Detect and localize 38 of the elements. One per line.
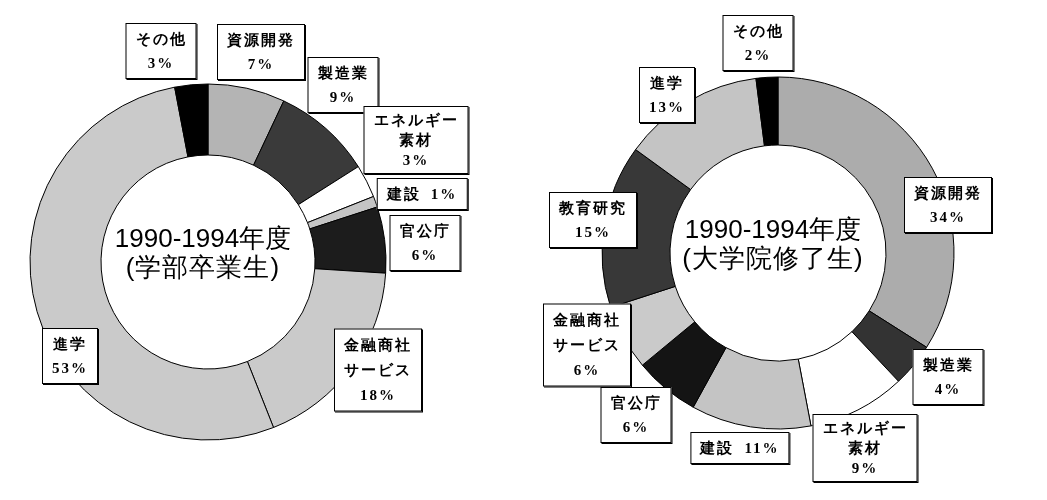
slice-label: 金融商社サービス: [344, 335, 412, 380]
text: 1990-1994年度: [114, 223, 292, 253]
data-label: 15%: [574, 223, 612, 242]
data-label: 6%: [621, 418, 651, 437]
slice-label: 製造業: [317, 64, 369, 83]
data-label: 13%: [649, 98, 685, 117]
slice-label: 進学: [52, 335, 88, 354]
data-label: 3%: [146, 54, 176, 73]
slice-label: 金融商社サービス: [553, 310, 621, 355]
data-label: 34%: [929, 208, 967, 227]
data-label: 53%: [52, 359, 88, 378]
slice-label: 資源開発: [914, 184, 982, 203]
slice-label: 官公庁: [610, 394, 662, 413]
slice-label: 製造業: [922, 356, 974, 375]
slice-label: 進学: [649, 74, 685, 93]
text: 1990-1994年度: [683, 214, 863, 244]
data-label: 3%: [401, 151, 431, 170]
data-label: 6%: [410, 246, 440, 265]
data-label: 9%: [328, 88, 358, 107]
data-label: 11%: [744, 440, 780, 456]
slice-label: エネルギー素材: [822, 419, 908, 458]
slice-label: 資源開発: [227, 31, 295, 50]
slice-label: エネルギー素材: [373, 111, 459, 150]
slice-label: その他: [732, 22, 784, 41]
data-label: 6%: [572, 360, 602, 380]
data-label: 9%: [850, 459, 880, 478]
text: (学部卒業生): [124, 252, 282, 282]
slice-label: 建設: [700, 440, 735, 456]
data-label: 2%: [743, 46, 773, 65]
slice-label: 建設: [386, 186, 421, 202]
data-label: 4%: [933, 380, 963, 399]
data-label: 7%: [246, 55, 276, 74]
slice-label: その他: [135, 30, 187, 49]
slice-label: 教育研究: [559, 198, 627, 218]
slice-label: 官公庁: [399, 222, 451, 241]
data-label: 18%: [359, 385, 397, 405]
data-label: 1%: [430, 186, 458, 202]
text: (大学院修了生): [682, 243, 864, 273]
